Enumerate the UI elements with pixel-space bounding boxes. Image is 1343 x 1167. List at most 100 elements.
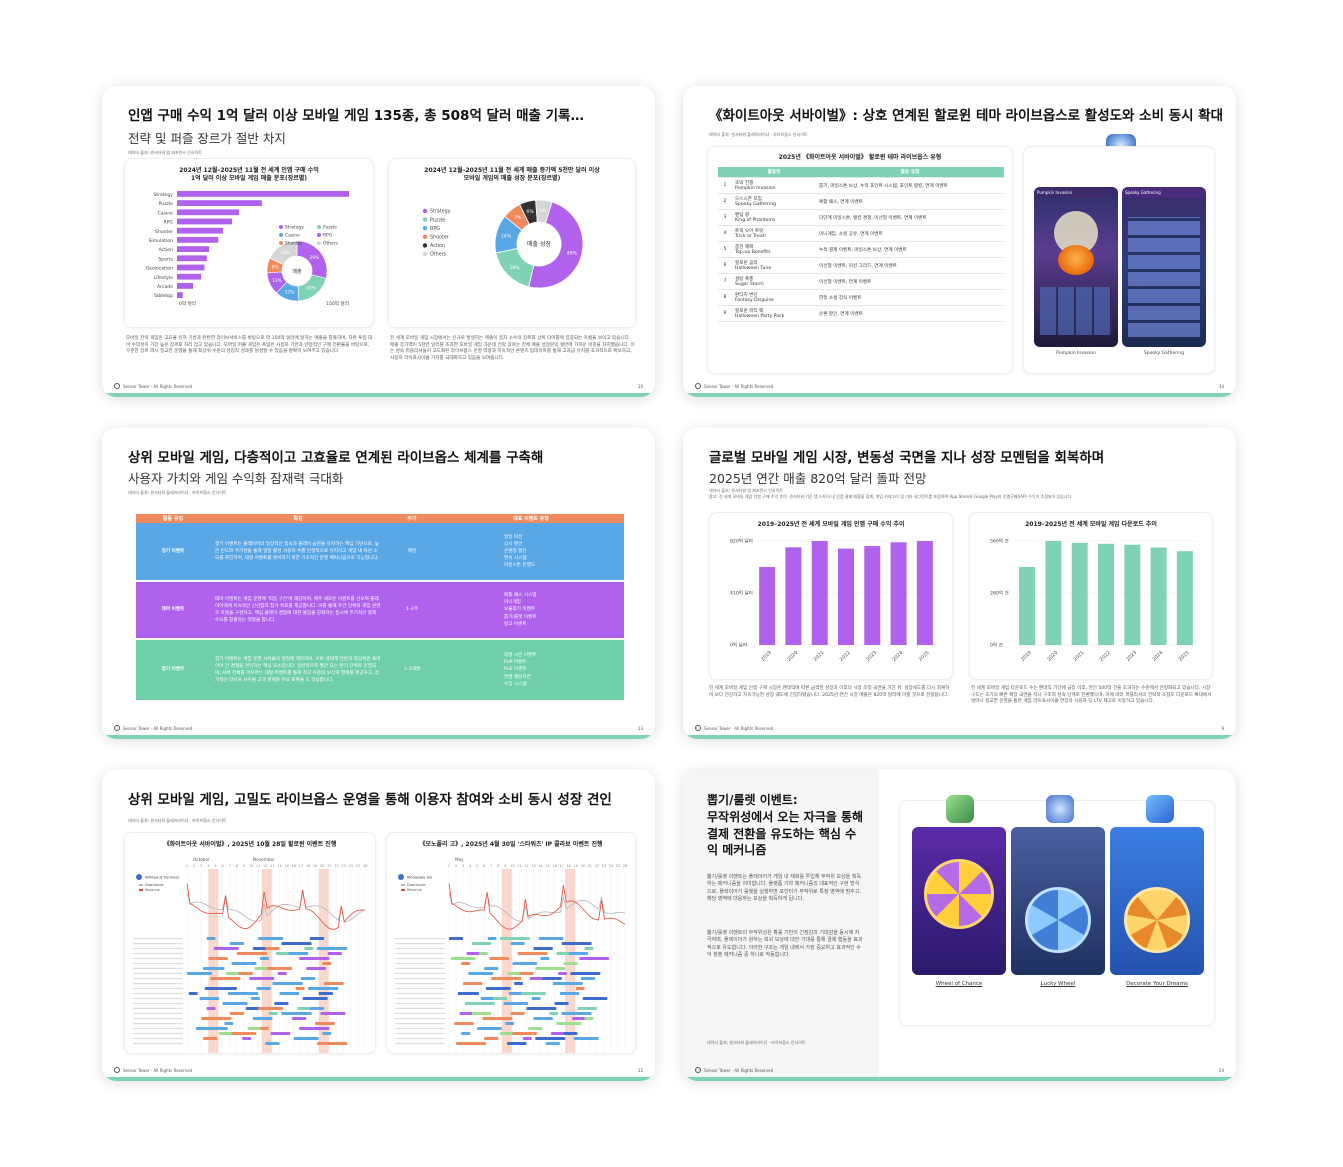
slide-source: 데이터 출처: 센서타워 플레이러이너 · 라이브옵스 인사이트 — [128, 490, 227, 495]
category-label: Strategy — [153, 192, 173, 198]
event-bar — [468, 972, 493, 975]
row-type: 이선형 이벤트, 미션 그리드, 연계 이벤트 — [816, 257, 1004, 274]
event-bar — [277, 972, 287, 975]
slide-global-market[interactable]: 글로벌 모바일 게임 시장, 변동성 국면을 지나 성장 모멘텀을 회복하며 2… — [683, 428, 1236, 739]
category-label: Action — [159, 247, 173, 253]
event-bar — [579, 957, 610, 960]
event-bar — [322, 1032, 332, 1035]
event-bar — [556, 1022, 581, 1025]
slide-gacha-roulette[interactable]: 뽑기/룰렛 이벤트: 무작위성에서 오는 자극을 통해 결제 전환을 유도하는 … — [683, 770, 1236, 1081]
legend-swatch — [401, 884, 405, 886]
day-label: 20 — [320, 864, 324, 868]
slide-source: 데이터 출처: 센서타워 플레이러이너 · 라이브옵스 인사이트 — [707, 1040, 806, 1045]
slide-liveops-density[interactable]: 상위 모바일 게임, 고밀도 라이브옵스 운영을 통해 이용자 참여와 소비 동… — [102, 770, 655, 1081]
table-row: 6 할로윈 음악 Halloween Tune 이선형 이벤트, 미션 그리드, 연계… — [718, 257, 1004, 274]
event-bar — [258, 937, 284, 940]
row-events: 일일 미션 상시 할인 순환형 할인 연속 시스템 마일스톤 진행도 — [438, 523, 624, 582]
axis-label-max: 150억 달러 — [326, 300, 349, 307]
legend-label: Downloads — [407, 883, 426, 887]
row-events: 배틀 패스 시스템 미니게임 보물찾기 이벤트 뽑기/룰렛 이벤트 빙고 이벤트 — [438, 581, 624, 640]
iap-revenue-bar-chart: 820억 달러 410억 달러 0억 달러 2019 2020 2021 2022 2023 2… — [730, 538, 938, 663]
bar — [177, 209, 239, 216]
event-bar — [581, 977, 596, 980]
row-num: 4 — [718, 225, 732, 242]
screen-lucky-wheel — [1011, 827, 1105, 975]
row-type: 정기 이벤트 — [136, 523, 210, 582]
slide-genre-revenue[interactable]: 인앱 구매 수익 1억 달러 이상 모바일 게임 135종, 총 508억 달러… — [102, 86, 655, 397]
day-label: 18 — [306, 864, 310, 868]
event-bar — [540, 957, 550, 960]
caption-link-1[interactable]: Wheel of Chance — [935, 981, 983, 987]
category-label: Simulation — [149, 238, 174, 244]
event-bar — [274, 1002, 289, 1005]
event-bar — [322, 962, 332, 965]
category-label: Shooter — [155, 229, 173, 235]
event-bar — [318, 992, 333, 995]
event-bar — [224, 1022, 234, 1025]
caption-link-2[interactable]: Lucky Wheel — [1040, 981, 1076, 987]
event-bar — [461, 1032, 471, 1035]
donut-slice — [535, 199, 553, 224]
event-bar — [238, 972, 253, 975]
game-name: Whiteout Survival — [145, 875, 179, 880]
caption-link-3[interactable]: Decorate Your Dreams — [1126, 981, 1188, 987]
legend-label: Shooter — [430, 235, 449, 241]
day-label: 25 — [356, 864, 360, 868]
event-bar — [304, 947, 314, 950]
accent-bar — [102, 393, 655, 397]
event-bar — [247, 1027, 262, 1030]
event-bar — [466, 952, 481, 955]
event-bar — [242, 1037, 252, 1040]
event-en: Pumpkin Invasion — [735, 186, 776, 191]
event-bar — [272, 982, 303, 985]
donut-slice — [528, 201, 584, 289]
event-bar — [563, 1032, 578, 1035]
slice-label: 6% — [526, 209, 534, 215]
legend-swatch — [279, 225, 283, 229]
day-label: 9 — [504, 864, 506, 868]
event-bar — [470, 992, 479, 995]
day-label: 2 — [193, 864, 195, 868]
event-bar — [507, 1042, 527, 1045]
event-bar — [288, 952, 309, 955]
year-label: 2019 — [1020, 650, 1033, 663]
page-number: 12 — [637, 1068, 643, 1073]
event-bar — [528, 1027, 543, 1030]
table-row: 8 판타지 변신 Fantasy Disguise 한정 소셜 장식 이벤트 — [718, 289, 1004, 306]
row-type: 다단계 미일스톤, 랭킹 경쟁, 이선형 이벤트, 연계 이벤트 — [816, 209, 1004, 226]
year-label: 2022 — [1099, 650, 1112, 663]
bar — [1045, 541, 1062, 645]
event-bar — [533, 1017, 553, 1020]
event-bar — [484, 1037, 499, 1040]
screen-decorate-your-dreams — [1110, 827, 1204, 975]
event-bar — [259, 1027, 269, 1030]
donut-slice — [269, 240, 298, 266]
body-text-right: 전 세계 모바일 게임 시장에서는 신규로 발생하는 매출이 점차 소수의 장르… — [390, 336, 635, 361]
slide-subtitle: 2025년 연간 매출 820억 달러 돌파 전망 — [709, 471, 927, 486]
row-event: 설탕 폭풍 Sugar Storm — [732, 273, 816, 290]
event-table: 활동명 활동 유형 1 호박 전쟁 Pumpkin Invasion 뽑기, 마일스톤… — [718, 167, 1004, 322]
event-bar — [249, 977, 275, 980]
genre-bar-chart: Strategy Puzzle Casino RPG Shooter Simulation… — [146, 191, 349, 307]
event-bar — [252, 1017, 273, 1020]
row-event: 충전 혜택 Top-up Benefits — [732, 241, 816, 258]
legend-swatch — [401, 889, 405, 891]
body-text-left: 전 세계 모바일 게임 인앱 구매 시장은 팬데믹에 따른 급격한 성장과 이후… — [709, 686, 950, 698]
day-label: 16 — [552, 864, 556, 868]
day-label: 13 — [270, 864, 274, 868]
legend-label: RPG — [430, 226, 440, 232]
event-ko: 트릭 오어 트릿 — [735, 229, 764, 234]
bar — [811, 541, 828, 645]
row-desc: 테마 이벤트는 게임 운영에 '리듬 구간'에 해당하며, 매주 새로운 이벤트… — [210, 581, 386, 640]
bar — [177, 264, 205, 271]
slide-liveops-system[interactable]: 상위 모바일 게임, 다층적이고 고효율로 연계된 라이브옵스 체계를 구축해 … — [102, 428, 655, 739]
event-bar — [206, 1007, 216, 1010]
event-bar — [450, 957, 476, 960]
axis-label-min: 0억 달러 — [179, 300, 196, 307]
table-row: 3 팬텀 왕 King of Phantoms 다단계 미일스톤, 랭킹 경쟁, 이선… — [718, 209, 1004, 226]
month-label: November — [253, 857, 275, 862]
slide-whiteout-halloween[interactable]: 《화이트아웃 서바이벌》: 상호 연계된 할로윈 테마 라이브옵스로 활성도와 … — [683, 86, 1236, 397]
event-bar — [559, 992, 580, 995]
page-number: 34 — [1218, 384, 1224, 389]
event-bar — [531, 997, 541, 1000]
